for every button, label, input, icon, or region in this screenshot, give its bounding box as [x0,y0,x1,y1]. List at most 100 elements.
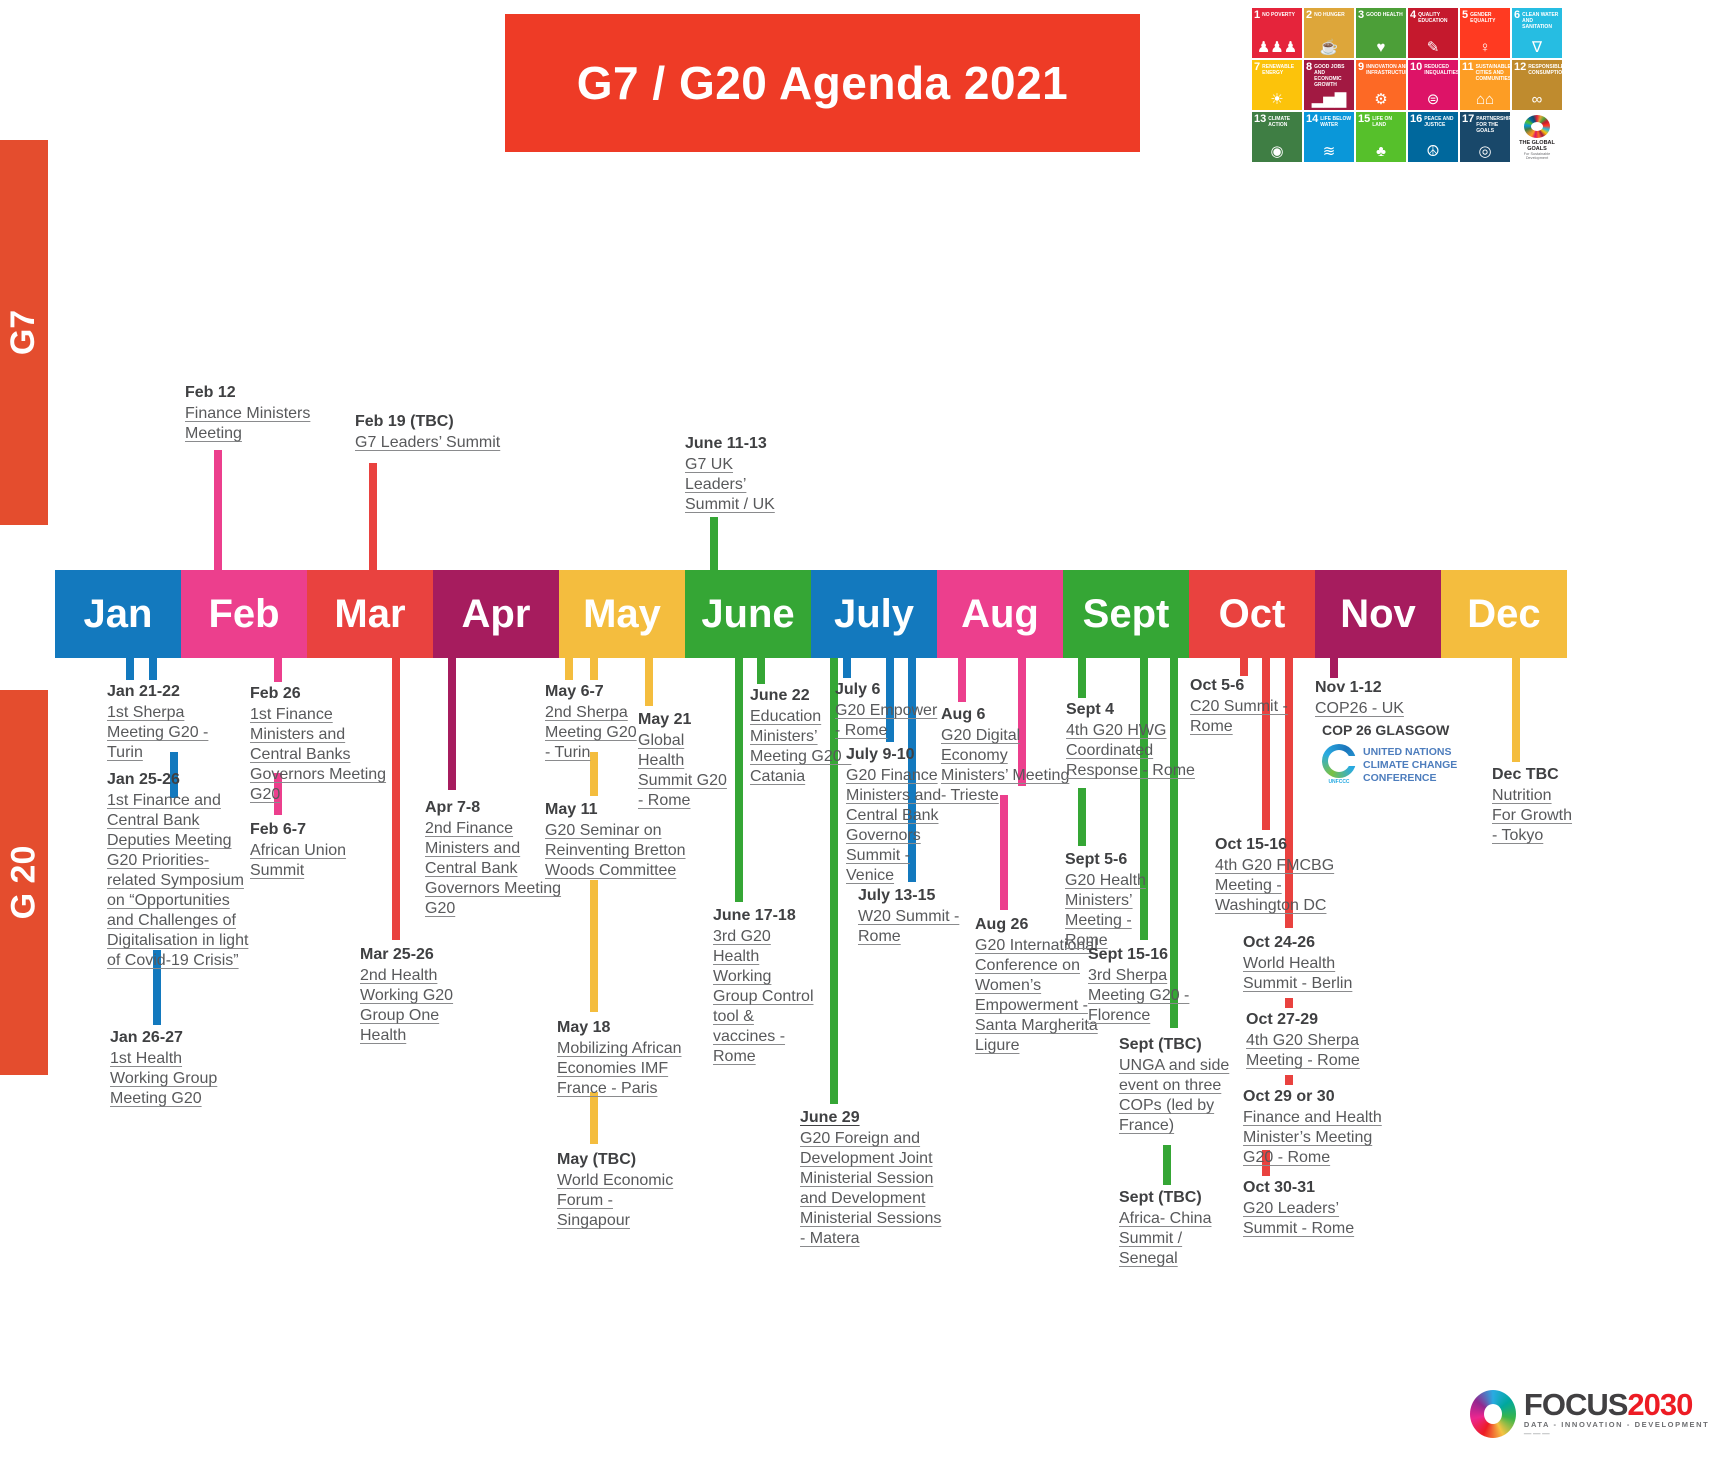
event-date: Sept (TBC) [1119,1036,1202,1053]
g20-event-sept-5-6: Sept 5-6 G20 Health Ministers’ Meeting - … [1065,850,1177,951]
event-link[interactable]: G20 Foreign and Development Joint Minist… [800,1130,942,1247]
cop26-line-1: UNITED NATIONS [1363,746,1452,758]
sdg-goal-8: 8 Good Jobs and Economic Growth ▂▅▇ [1304,60,1354,110]
event-link[interactable]: Africa- China Summit / Senegal [1119,1210,1212,1267]
event-link[interactable]: 4th G20 FMCBG Meeting - Washington DC [1215,857,1335,914]
sdg-goal-icon: ✎ [1426,39,1440,56]
sdg-goal-number: 13 [1254,113,1267,125]
timeline-stem [1512,658,1520,762]
event-link[interactable]: Finance Ministers Meeting [185,405,311,442]
focus2030-rule: ——— [1523,1429,1552,1438]
sdg-goal-name: Quality Education [1418,12,1448,24]
g20-event-mar-25-26: Mar 25-26 2nd Health Working G20 Group On… [360,945,488,1046]
g20-event-feb-26: Feb 26 1st Finance Ministers and Central … [250,684,390,805]
timeline-stem [448,658,456,790]
event-link[interactable]: World Economic Forum - Singapour [557,1172,674,1229]
event-date: June 11-13 [685,435,767,452]
event-link[interactable]: Global Health Summit G20 - Rome [638,732,727,809]
sdg-goal-icon: ⌂⌂ [1475,91,1495,108]
sdg-goal-name: No Hunger [1314,12,1345,18]
event-link[interactable]: W20 Summit - Rome [858,908,960,945]
sdg-goal-2: 2 No Hunger ☕ [1304,8,1354,58]
event-link[interactable]: African Union Summit [250,842,347,879]
event-link[interactable]: 2nd Health Working G20 Group One Health [360,967,454,1044]
sdg-goal-name: Reduced Inequalities [1424,64,1458,76]
event-link[interactable]: Finance and Health Minister’s Meeting G2… [1243,1109,1382,1166]
sdg-goal-name: Climate Action [1268,116,1291,128]
sdg-goal-name: Good Jobs and Economic Growth [1314,64,1345,88]
sdg-goal-14: 14 Life Below Water ≋ [1304,112,1354,162]
event-link[interactable]: G20 Empower - Rome [835,702,938,739]
sdg-goal-icon: ☀ [1270,91,1284,108]
global-goals-title: THE GLOBAL GOALS [1519,140,1555,152]
timeline-stem [757,658,765,684]
sdg-goal-number: 10 [1410,61,1423,73]
event-link[interactable]: G7 UK Leaders’ Summit / UK [685,456,775,513]
g20-event-jan-26-27: Jan 26-27 1st Health Working Group Meetin… [110,1028,220,1109]
timeline-stem [1170,658,1178,1028]
event-link[interactable]: G20 Finance Ministers and Central Bank G… [846,767,942,884]
page-title: G7 / G20 Agenda 2021 [576,57,1069,109]
sdg-goal-name: Renewable Energy [1262,64,1295,76]
timeline-stem [645,658,653,706]
timeline-stem [1078,788,1086,846]
event-link[interactable]: 1st Finance and Central Bank Deputies Me… [107,792,249,969]
event-link[interactable]: G20 International Conference on Women’s … [975,937,1098,1054]
event-date: Sept 5-6 [1065,851,1128,868]
timeline-stem [1262,1150,1270,1176]
event-link[interactable]: 3rd Sherpa Meeting G20 - Florence [1088,967,1190,1024]
event-link[interactable]: 1st Finance Ministers and Central Banks … [250,706,387,803]
event-link[interactable]: COP26 - UK [1315,700,1404,717]
event-date: Feb 12 [185,384,236,401]
event-link[interactable]: 4th G20 Sherpa Meeting - Rome [1246,1032,1360,1069]
event-link[interactable]: G20 Digital Economy Ministers’ Meeting -… [941,727,1070,804]
event-link[interactable]: 2nd Finance Ministers and Central Bank G… [425,820,562,917]
event-link[interactable]: Mobilizing African Economies IMF France … [557,1040,682,1097]
g20-event-feb-6-7: Feb 6-7 African Union Summit [250,820,360,881]
event-date: June 22 [750,687,810,704]
event-link[interactable]: UNGA and side event on three COPs (led b… [1119,1057,1230,1134]
event-link[interactable]: Education Ministers’ Meeting G20 - Catan… [750,708,852,785]
event-date: Sept 4 [1066,701,1115,718]
title-banner: G7 / G20 Agenda 2021 [505,14,1140,152]
event-link[interactable]: G20 Leaders’ Summit - Rome [1243,1200,1355,1237]
event-link[interactable]: World Health Summit - Berlin [1243,955,1353,992]
sdg-goal-icon: ☮ [1426,143,1440,160]
sdg-goal-name: Life Below Water [1320,116,1352,128]
timeline-stem [1018,658,1026,786]
focus2030-tagline: DATA - INNOVATION - DEVELOPMENT ——— [1524,1420,1731,1438]
sdg-goals-grid: 1 No Poverty ♟♟♟ 2 No Hunger ☕ 3 Good Health ♥ 4 Q… [1252,8,1562,162]
timeline-stem [369,463,377,570]
sdg-goal-15: 15 Life on Land ♣ [1356,112,1406,162]
event-link[interactable]: 2nd Sherpa Meeting G20 - Turin [545,704,637,761]
event-link[interactable]: 1st Sherpa Meeting G20 - Turin [107,704,209,761]
timeline-stem [149,658,157,680]
timeline-stem [565,658,573,680]
sdg-goal-icon: ∞ [1531,91,1543,108]
g7-event-june-11-13: June 11-13 G7 UK Leaders’ Summit / UK [685,434,780,515]
cop26-line-2: CLIMATE CHANGE [1363,759,1458,771]
g20-event-oct-27-29: Oct 27-29 4th G20 Sherpa Meeting - Rome [1246,1010,1364,1071]
global-goals-subtitle: For Sustainable Development [1523,152,1551,160]
g7-event-feb-12: Feb 12 Finance Ministers Meeting [185,383,315,444]
event-link[interactable]: G7 Leaders’ Summit [355,434,501,451]
event-link[interactable]: C20 Summit - Rome [1190,698,1288,735]
event-link[interactable]: G20 Seminar on Reinventing Bretton Woods… [545,822,686,879]
month-aug: Aug [937,570,1063,658]
g20-event-june-29: June 29 G20 Foreign and Development Joint… [800,1108,942,1249]
g20-event-oct-30-31: Oct 30-31 G20 Leaders’ Summit - Rome [1243,1178,1355,1239]
g20-event-oct-5-6: Oct 5-6 C20 Summit - Rome [1190,676,1295,737]
cop26-text: UNITED NATIONS CLIMATE CHANGE CONFERENCE [1363,744,1457,785]
sdg-goal-1: 1 No Poverty ♟♟♟ [1252,8,1302,58]
timeline-stem [214,450,222,570]
g20-event-jan-21-22: Jan 21-22 1st Sherpa Meeting G20 - Turin [107,682,222,763]
event-link[interactable]: 4th G20 HWG Coordinated Response - Rome [1066,722,1195,779]
g20-event-aug-26: Aug 26 G20 International Conference on Wo… [975,915,1107,1056]
sdg-goal-number: 14 [1306,113,1319,125]
event-link[interactable]: Nutrition For Growth - Tokyo [1492,787,1573,844]
event-link[interactable]: G20 Health Ministers’ Meeting - Rome [1065,872,1146,949]
month-nov: Nov [1315,570,1441,658]
event-link[interactable]: 3rd G20 Health Working Group Control too… [713,928,814,1065]
event-link[interactable]: 1st Health Working Group Meeting G20 [110,1050,218,1107]
